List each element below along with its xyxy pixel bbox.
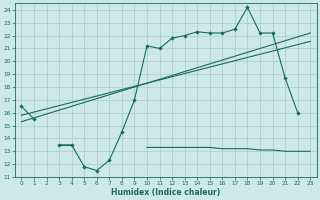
X-axis label: Humidex (Indice chaleur): Humidex (Indice chaleur) [111,188,220,197]
